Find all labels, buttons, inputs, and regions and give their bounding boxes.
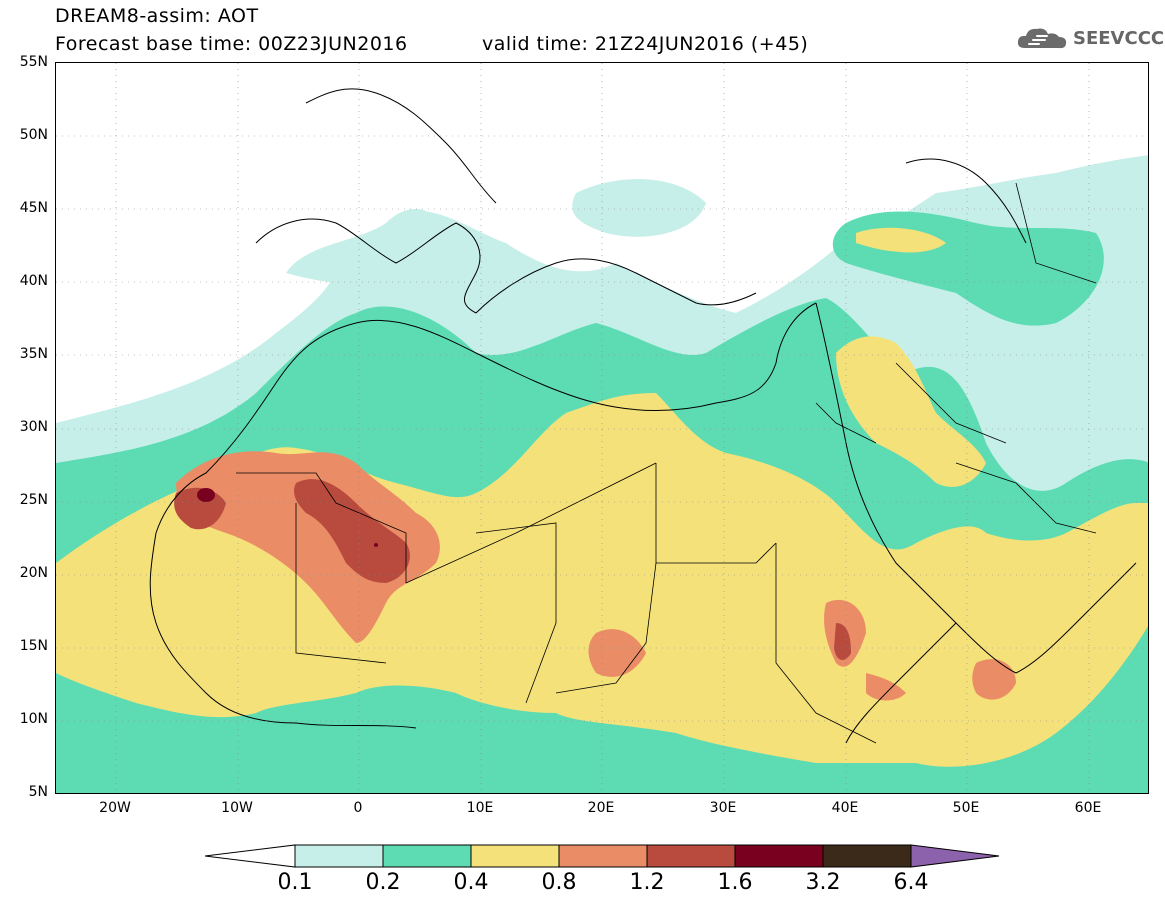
- colorbar-segment: [470, 844, 560, 868]
- lat-label: 20N: [19, 565, 48, 581]
- colorbar-label: 0.1: [277, 870, 313, 895]
- logo-text: SEEVCCC: [1073, 27, 1165, 49]
- forecast-base-time: Forecast base time: 00Z23JUN2016: [55, 33, 408, 55]
- lat-label: 30N: [19, 419, 48, 435]
- lat-label: 45N: [19, 200, 48, 216]
- colorbar-label: 6.4: [893, 870, 929, 895]
- colorbar-label: 0.4: [453, 870, 489, 895]
- colorbar-segment: [382, 844, 472, 868]
- colorbar-segment: [558, 844, 648, 868]
- colorbar-arrow-high: [910, 844, 1000, 868]
- lon-label: 40E: [831, 800, 859, 816]
- colorbar-segment: [734, 844, 824, 868]
- lat-label: 15N: [19, 638, 48, 654]
- lat-label: 55N: [19, 54, 48, 70]
- colorbar-segment: [822, 844, 912, 868]
- colorbar-arrow-low: [205, 844, 296, 868]
- lat-label: 40N: [19, 273, 48, 289]
- colorbar-label: 0.2: [365, 870, 401, 895]
- lat-label: 5N: [28, 784, 48, 800]
- lon-label: 0: [353, 800, 363, 816]
- valid-time: valid time: 21Z24JUN2016 (+45): [482, 33, 809, 55]
- cloud-icon: [1017, 28, 1067, 49]
- lat-label: 50N: [19, 127, 48, 143]
- colorbar-label: 1.6: [717, 870, 753, 895]
- lon-label: 10E: [466, 800, 494, 816]
- lat-lon-grid: [56, 63, 1148, 793]
- lon-label: 30E: [709, 800, 737, 816]
- lon-label: 10W: [221, 800, 253, 816]
- aot-colorbar: [205, 844, 1000, 868]
- seevccc-logo: SEEVCCC: [1015, 24, 1164, 52]
- lat-label: 25N: [19, 492, 48, 508]
- colorbar-label: 1.2: [629, 870, 665, 895]
- lon-label: 50E: [952, 800, 980, 816]
- lat-label: 35N: [19, 346, 48, 362]
- lon-label: 60E: [1074, 800, 1102, 816]
- lon-label: 20E: [587, 800, 615, 816]
- aot-contour-maroon: [197, 488, 378, 547]
- lat-label: 10N: [19, 711, 48, 727]
- lon-label: 20W: [99, 800, 131, 816]
- map-title: DREAM8-assim: AOT: [55, 5, 259, 27]
- colorbar-label: 3.2: [805, 870, 841, 895]
- borders: [236, 182, 1097, 744]
- colorbar-label: 0.8: [541, 870, 577, 895]
- colorbar-segment: [646, 844, 736, 868]
- aot-map: [55, 62, 1149, 794]
- coastlines: [149, 88, 1137, 744]
- colorbar-segment: [294, 844, 384, 868]
